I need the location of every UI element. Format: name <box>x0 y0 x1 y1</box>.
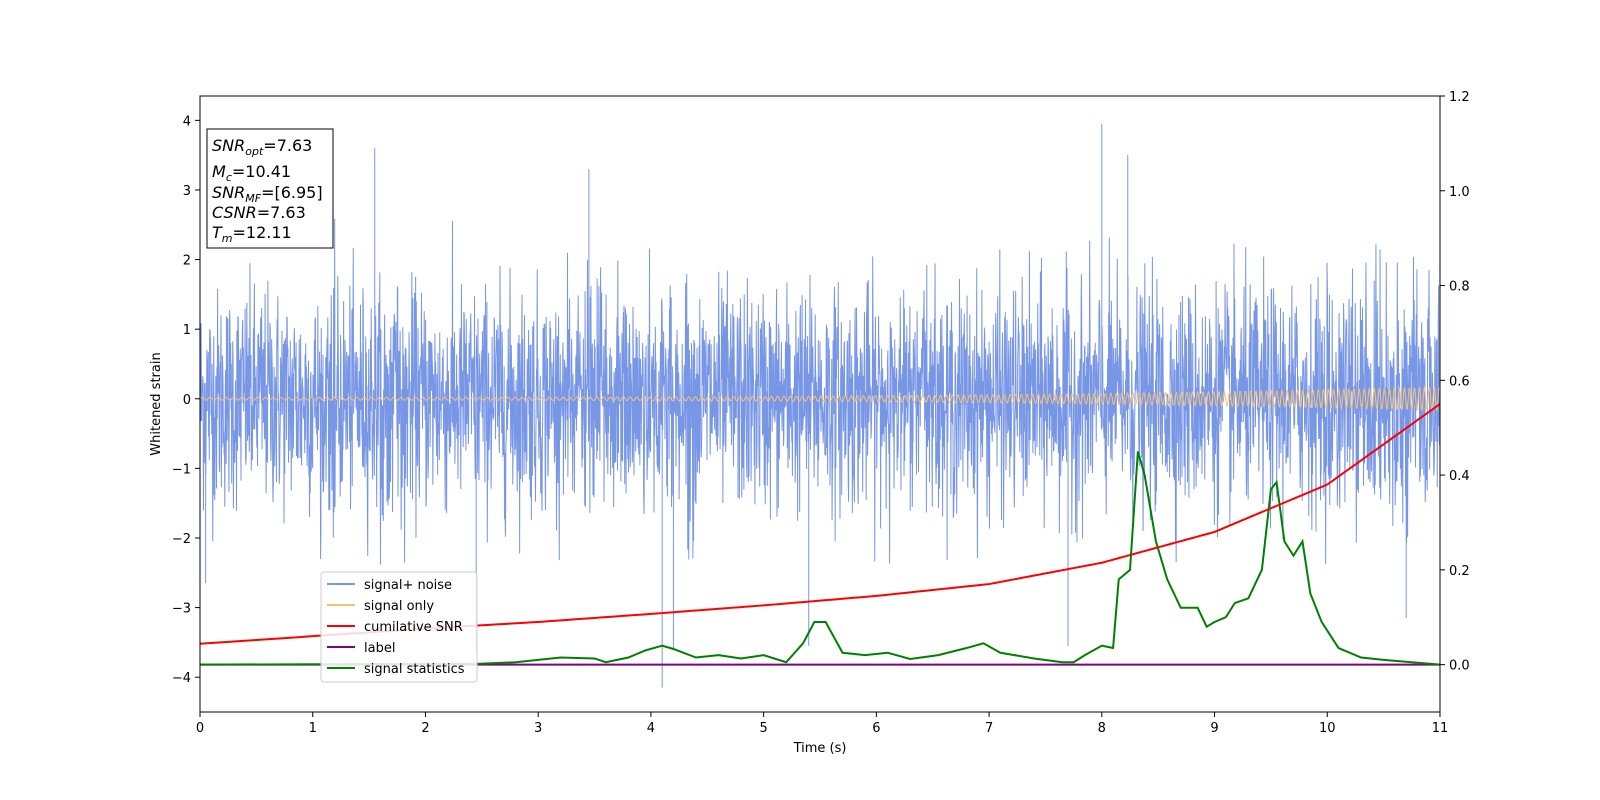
axes-frame <box>199 95 1441 713</box>
y2-tick-label: 0.4 <box>1449 469 1470 484</box>
x-tick-label: 8 <box>1098 721 1106 736</box>
y-tick-label: −4 <box>172 671 191 686</box>
info-mc: Mc=10.41 <box>212 162 291 184</box>
y2-tick-label: 1.2 <box>1449 90 1470 105</box>
x-tick-label: 6 <box>872 721 880 736</box>
y-tick-label: −2 <box>172 532 191 547</box>
legend-frame <box>320 571 478 683</box>
x-tick-label: 11 <box>1432 721 1449 736</box>
legend-label-signal-noise: signal+ noise <box>364 578 452 593</box>
info-csnr: CSNR=7.63 <box>212 203 306 222</box>
y-tick-label: 0 <box>183 393 191 408</box>
y-tick-label: −1 <box>172 462 191 477</box>
legend-label-signal-statistics: signal statistics <box>364 662 465 677</box>
legend-label-signal-only: signal only <box>364 599 434 614</box>
y-tick-label: 4 <box>183 114 191 129</box>
x-tick-label: 9 <box>1210 721 1218 736</box>
x-tick-label: 10 <box>1319 721 1336 736</box>
axis-ticks: 0 1 2 3 4 5 6 7 8 9 10 1143210−1−2−3−41.21.00.80.60… <box>172 90 1470 736</box>
x-tick-label: 2 <box>421 721 429 736</box>
series-signal-statistics-line <box>200 451 1440 666</box>
series-signal-noise-line <box>200 123 1440 688</box>
x-tick-label: 1 <box>309 721 317 736</box>
y-tick-label: −3 <box>172 602 191 617</box>
legend-label-label: label <box>364 641 395 656</box>
info-tm: Tm=12.11 <box>212 223 292 245</box>
y-tick-label: 1 <box>183 323 191 338</box>
x-tick-label: 5 <box>759 721 767 736</box>
y-tick-label: 3 <box>183 184 191 199</box>
series-signal-only-line <box>200 385 1440 413</box>
y2-tick-label: 0.6 <box>1449 374 1470 389</box>
x-tick-label: 7 <box>985 721 993 736</box>
y-axis-label: Whitened strain <box>149 352 164 455</box>
y2-tick-label: 0.2 <box>1449 564 1470 579</box>
x-tick-label: 4 <box>647 721 655 736</box>
legend: signal+ noise signal only cumilative SNR… <box>320 571 478 683</box>
x-axis-label: Time (s) <box>793 741 847 756</box>
info-snr-opt: SNRopt=7.63 <box>212 136 312 158</box>
info-snr-mf: SNRMF=[6.95] <box>212 183 323 205</box>
y2-tick-label: 0.8 <box>1449 280 1470 295</box>
y2-tick-label: 1.0 <box>1449 185 1470 200</box>
info-box-frame <box>206 128 334 249</box>
x-tick-label: 0 <box>196 721 204 736</box>
y-tick-label: 2 <box>183 254 191 269</box>
legend-label-cumulative-snr: cumilative SNR <box>364 620 463 635</box>
y2-tick-label: 0.0 <box>1449 659 1470 674</box>
x-tick-label: 3 <box>534 721 542 736</box>
info-box: SNRopt=7.63 Mc=10.41 SNRMF=[6.95] CSNR=7… <box>206 128 334 249</box>
